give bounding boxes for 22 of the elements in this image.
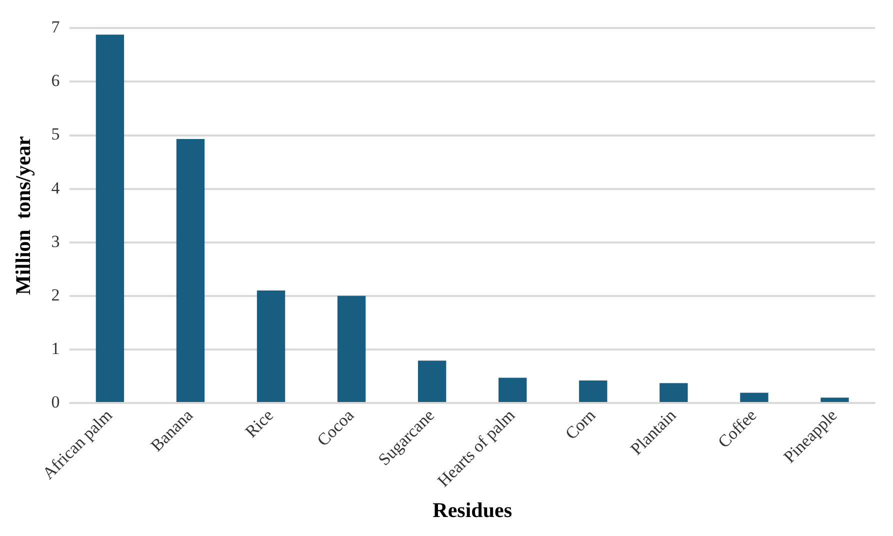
y-tick-label: 4: [51, 178, 60, 198]
bar: [418, 360, 446, 402]
x-axis-title: Residues: [432, 498, 512, 522]
bar: [176, 139, 205, 402]
y-axis-title: Million tons/year: [11, 136, 36, 295]
y-tick-label: 0: [51, 392, 60, 412]
bar: [256, 290, 286, 402]
bar: [660, 383, 688, 402]
bar: [820, 398, 849, 402]
y-tick-label: 2: [51, 285, 60, 304]
bar: [740, 392, 768, 402]
bar: [579, 380, 608, 402]
y-tick-label: 7: [51, 18, 60, 37]
bar: [337, 296, 366, 402]
bar: [498, 378, 527, 402]
bar: [96, 34, 124, 402]
y-tick-label: 6: [51, 71, 60, 90]
y-tick-label: 5: [51, 124, 60, 144]
y-tick-label: 3: [51, 232, 60, 251]
y-tick-label: 1: [51, 338, 60, 358]
x-tick-label: Corn: [562, 405, 600, 444]
x-tick-label: Rice: [242, 406, 278, 442]
